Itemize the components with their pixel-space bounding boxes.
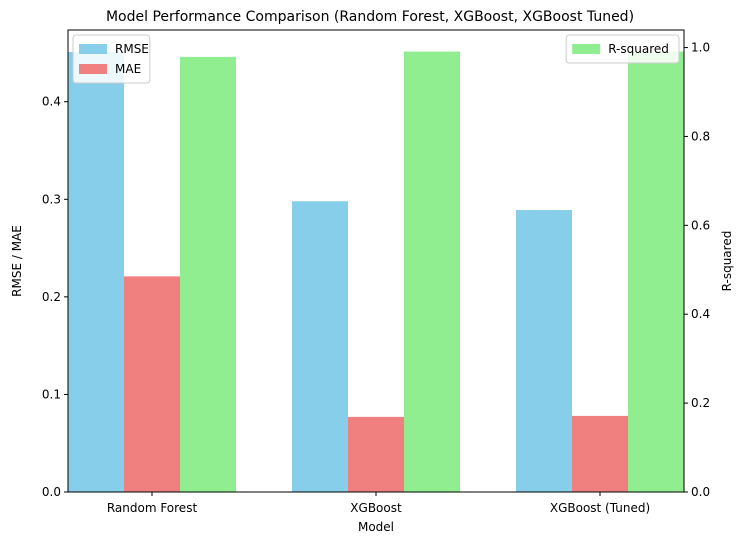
bar-rmse-xgboost xyxy=(292,201,348,492)
legend-left: RMSE MAE xyxy=(72,34,151,84)
bar-r-squared-random-forest xyxy=(180,56,236,493)
legend-label-rmse: RMSE xyxy=(115,42,149,56)
right-tick-label: 1.0 xyxy=(691,41,710,55)
x-axis-ticks: Random Forest XGBoost XGBoost (Tuned) xyxy=(107,492,650,515)
bar-mae-random-forest xyxy=(124,276,180,492)
legend-right-box xyxy=(565,34,680,64)
bar-rmse-random-forest xyxy=(68,51,124,492)
legend-label-r-squared: R-squared xyxy=(608,42,669,56)
x-tick-label-xgboost-tuned: XGBoost (Tuned) xyxy=(550,501,650,515)
right-tick-label: 0.4 xyxy=(691,307,710,321)
right-tick-label: 0.6 xyxy=(691,218,710,232)
left-tick-label: 0.0 xyxy=(42,485,61,499)
bar-rmse-xgboost-tuned xyxy=(516,210,572,492)
chart-title: Model Performance Comparison (Random For… xyxy=(106,9,634,25)
left-tick-label: 0.2 xyxy=(42,290,61,304)
left-tick-label: 0.1 xyxy=(42,387,61,401)
bar-r-squared-xgboost xyxy=(404,51,460,493)
legend-label-mae: MAE xyxy=(115,62,141,76)
right-axis-ticks: 0.0 0.2 0.4 0.6 0.8 1.0 xyxy=(684,41,710,499)
x-tick-label-random-forest: Random Forest xyxy=(107,501,198,515)
y-axis-label: RMSE / MAE xyxy=(10,225,24,297)
right-tick-label: 0.2 xyxy=(691,396,710,410)
legend-swatch-mae xyxy=(79,64,107,74)
right-tick-label: 0.8 xyxy=(691,129,710,143)
left-axis-ticks: 0.0 0.1 0.2 0.3 0.4 xyxy=(42,95,68,499)
bar-mae-xgboost xyxy=(348,416,404,492)
bars-layer xyxy=(68,51,684,493)
legend-swatch-rmse xyxy=(79,44,107,54)
right-tick-label: 0.0 xyxy=(691,485,710,499)
left-tick-label: 0.4 xyxy=(42,95,61,109)
x-tick-label-xgboost: XGBoost xyxy=(350,501,402,515)
y-axis-right-label: R-squared xyxy=(720,231,734,292)
bar-r-squared-xgboost-tuned xyxy=(628,51,684,493)
legend-swatch-r-squared xyxy=(572,44,601,54)
x-axis-label: Model xyxy=(358,520,394,534)
bar-mae-xgboost-tuned xyxy=(572,415,628,492)
legend-right: R-squared xyxy=(565,34,680,64)
left-tick-label: 0.3 xyxy=(42,192,61,206)
